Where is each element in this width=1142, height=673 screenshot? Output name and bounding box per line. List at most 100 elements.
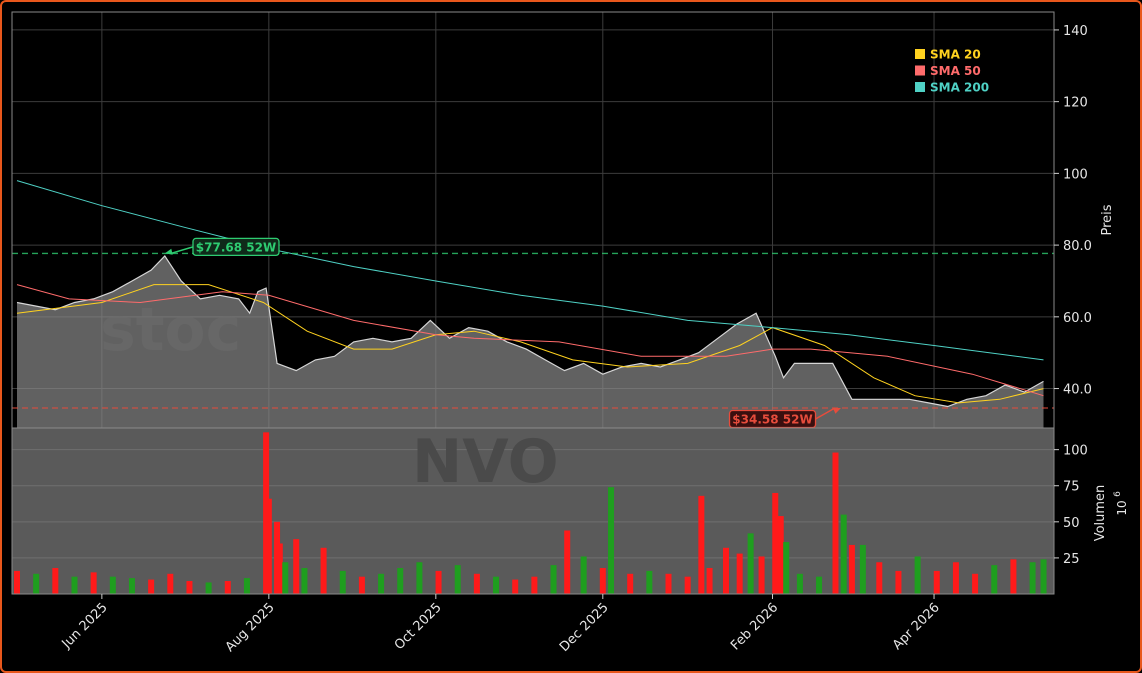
legend-label-sma20: SMA 20 (930, 48, 981, 62)
volume-bar (933, 570, 940, 594)
volume-bar (580, 556, 587, 594)
volume-bar (698, 495, 705, 594)
volume-bar (397, 568, 404, 594)
volume-bar (665, 573, 672, 594)
volume-bar (1040, 559, 1047, 594)
volume-bar (747, 533, 754, 594)
volume-ytick-label: 50 (1063, 516, 1080, 531)
sma-line-sma200 (16, 180, 1044, 361)
volume-unit-exponent: 6 (1113, 491, 1123, 497)
volume-bar (840, 514, 847, 594)
volume-ytick-label: 100 (1063, 444, 1088, 459)
volume-bar (736, 553, 743, 594)
annotation-arrowhead (164, 248, 173, 255)
volume-plot-border (11, 427, 1055, 595)
volume-bar (796, 573, 803, 594)
volume-ylabel: Volumen (1093, 485, 1108, 542)
volume-bar (109, 576, 116, 594)
price-ytick-label: 140 (1063, 24, 1088, 39)
legend-label-sma200: SMA 200 (930, 81, 989, 95)
volume-bar (416, 562, 423, 594)
volume-bar (1010, 559, 1017, 594)
volume-bar (301, 568, 308, 594)
legend-swatch-sma200 (915, 82, 925, 92)
volume-bar (991, 565, 998, 594)
volume-bar (952, 562, 959, 594)
volume-bar (14, 570, 20, 594)
volume-bar (627, 573, 634, 594)
price-ytick-label: 120 (1063, 96, 1088, 111)
volume-bar (646, 570, 653, 594)
annotation-label-low: $34.58 52W (732, 413, 812, 427)
volume-bar (243, 578, 250, 594)
volume-bar (454, 565, 461, 594)
price-ylabel: Preis (1100, 204, 1115, 235)
annotation-arrow (170, 246, 194, 255)
x-tick-label: Oct 2025 (392, 600, 445, 653)
legend-swatch-sma50 (915, 65, 925, 76)
volume-bar (276, 543, 283, 594)
volume-bar (758, 556, 765, 594)
price-panel: stoc $77.68 52W $34.58 52W 40.0 60.0 80.0 100 1… (11, 11, 1115, 429)
legend-label-sma50: SMA 50 (930, 64, 981, 78)
volume-panel: NVO 25 50 75 100 Volumen 10 6 (11, 427, 1129, 595)
volume-bar (848, 544, 855, 594)
annotation-arrowhead (832, 407, 841, 414)
volume-bar (772, 492, 779, 594)
volume-bar (608, 487, 615, 594)
x-tick-label: Dec 2025 (557, 600, 612, 655)
volume-bar (52, 568, 59, 594)
price-ytick-label: 100 (1063, 167, 1088, 182)
legend: SMA 20 SMA 50 SMA 200 (915, 48, 989, 95)
volume-ytick-label: 75 (1063, 480, 1080, 495)
annotation-label-high: $77.68 52W (196, 240, 276, 254)
volume-bar (282, 562, 289, 594)
volume-bar (722, 547, 729, 594)
x-axis: Jun 2025 Aug 2025 Oct 2025 Dec 2025 Feb 2026… (59, 594, 943, 655)
sma-line-sma50 (16, 284, 1044, 397)
volume-bar (186, 581, 193, 594)
volume-bar (783, 542, 790, 594)
annotation-arrow (815, 407, 836, 420)
volume-unit-label: 10 (1115, 500, 1129, 515)
volume-watermark: NVO (412, 427, 559, 497)
volume-bar (33, 573, 40, 594)
volume-bar (816, 576, 823, 594)
volume-bar (1029, 562, 1036, 594)
volume-bar (339, 570, 346, 594)
volume-bar (167, 573, 174, 594)
volume-ytick-label: 25 (1063, 552, 1080, 567)
volume-bar (895, 570, 902, 594)
volume-bar (684, 576, 691, 594)
volume-bar (972, 573, 979, 594)
volume-bar (128, 578, 135, 594)
volume-bar (71, 576, 78, 594)
volume-bar (90, 572, 97, 594)
x-tick-label: Apr 2026 (890, 600, 943, 653)
price-close-line (16, 254, 1044, 408)
volume-bar (599, 568, 606, 594)
x-tick-label: Aug 2025 (223, 600, 278, 655)
watermark-text: stoc (100, 295, 241, 365)
volume-bar (914, 556, 921, 594)
volume-bar (493, 576, 500, 594)
volume-bar (205, 582, 212, 594)
price-ytick-label: 60.0 (1063, 311, 1092, 326)
volume-bar (435, 570, 442, 594)
x-tick-label: Feb 2026 (728, 600, 781, 653)
volume-bar (512, 579, 519, 594)
volume-bar (832, 452, 839, 594)
volume-bar (550, 565, 557, 594)
volume-bar (293, 539, 300, 594)
volume-bar (876, 562, 883, 594)
volume-bar (265, 498, 272, 594)
volume-bar (320, 547, 327, 594)
volume-bar (378, 573, 385, 594)
price-ytick-label: 40.0 (1063, 383, 1092, 398)
volume-bar (358, 576, 365, 594)
volume-bar (777, 516, 784, 594)
volume-bar (564, 530, 571, 594)
price-ytick-label: 80.0 (1063, 239, 1092, 254)
legend-swatch-sma20 (915, 49, 925, 59)
